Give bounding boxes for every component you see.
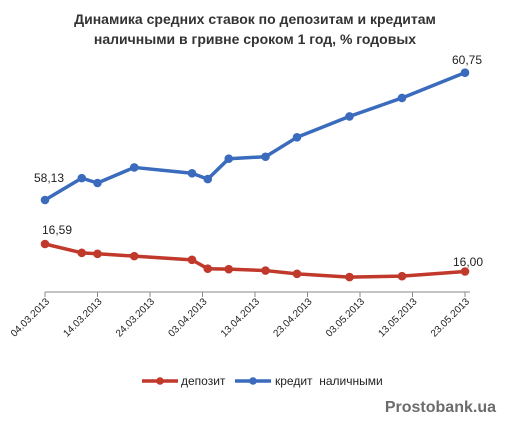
deposit-point [187,255,197,265]
credit-point [187,168,197,178]
deposit-point [261,266,270,275]
credit-point [224,154,234,163]
watermark: Prostobank.ua [385,399,496,416]
series-credit [40,68,470,205]
series-deposit [40,239,470,282]
credit-point [93,178,102,188]
credit-point [203,174,213,184]
deposit-first-label: 16,59 [42,223,72,237]
deposit-point [93,249,102,259]
chart-title-line-2: наличными в гривне сроком 1 год, % годов… [94,31,416,47]
deposit-point [460,267,470,276]
credit-point [77,173,87,183]
legend-marker-credit [249,377,257,385]
x-tick-label: 04.03.2013 [9,296,52,339]
credit-point [397,93,407,103]
deposit-point [129,251,139,261]
deposit-point [292,269,302,279]
legend-item-deposit: депозит [142,374,226,388]
x-tick-label: 23.04.2013 [271,296,314,339]
x-tick-label: 03.05.2013 [324,296,367,339]
x-tick-label: 14.03.2013 [61,296,104,339]
deposit-last-label: 16,00 [453,255,483,269]
credit-first-label: 58,13 [34,171,64,185]
deposit-point [397,271,407,281]
chart-title-line-1: Динамика средних ставок по депозитам и к… [74,11,436,27]
x-tick-label: 24.03.2013 [114,296,157,339]
deposit-point [77,248,87,258]
credit-point [460,68,470,77]
x-tick-label: 13.04.2013 [219,296,262,339]
x-tick-label: 23.05.2013 [429,296,472,339]
deposit-point [224,264,234,274]
credit-line [43,70,467,202]
credit-point [292,133,302,142]
credit-point [261,152,270,162]
credit-last-label: 60,75 [452,53,482,67]
legend-label-credit: кредит наличными [275,374,383,388]
legend-label-deposit: депозит [181,374,226,388]
credit-point [40,195,50,205]
deposit-point [203,264,213,273]
x-axis-ticks: 04.03.2013 14.03.2013 24.03.2013 03.04.2013… [9,292,472,340]
deposit-point [345,272,354,282]
legend: депозит кредит наличными [142,374,383,388]
credit-point [345,112,354,121]
x-tick-label: 03.04.2013 [166,296,209,339]
legend-marker-deposit [156,377,164,385]
x-tick-label: 13.05.2013 [376,296,419,339]
credit-point [129,163,139,172]
legend-item-credit: кредит наличными [235,374,383,388]
deposit-point [40,239,50,249]
